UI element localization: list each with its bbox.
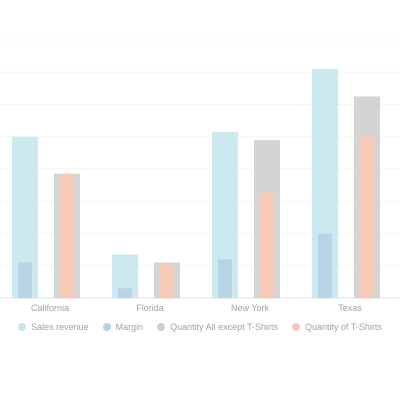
bar-margin[interactable]: [318, 233, 332, 299]
legend-item-sales-revenue[interactable]: Sales revenue: [18, 322, 89, 332]
legend-item-quantity-all-except-tshirts[interactable]: Quantity All except T-Shirts: [157, 322, 278, 332]
x-tick-label: Texas: [338, 303, 362, 313]
legend: Sales revenue Margin Quantity All except…: [0, 322, 400, 332]
bar-margin[interactable]: [118, 288, 132, 298]
x-tick-label: California: [31, 303, 69, 313]
x-tick-label: New York: [231, 303, 270, 313]
bar-quantity-of-tshirts[interactable]: [260, 193, 274, 298]
legend-label: Quantity All except T-Shirts: [170, 322, 279, 332]
x-axis-labels: California Florida New York Texas: [31, 303, 362, 313]
legend-dot-icon: [18, 323, 27, 331]
x-tick-label: Florida: [136, 303, 164, 313]
bar-margin[interactable]: [18, 262, 32, 298]
bar-quantity-of-tshirts[interactable]: [60, 173, 74, 298]
bars: [12, 69, 380, 299]
legend-dot-icon: [157, 323, 166, 331]
bar-margin[interactable]: [218, 259, 232, 298]
legend-label: Sales revenue: [31, 322, 89, 332]
legend-item-quantity-of-tshirts[interactable]: Quantity of T-Shirts: [292, 322, 382, 332]
legend-item-margin[interactable]: Margin: [102, 322, 144, 332]
bar-quantity-of-tshirts[interactable]: [160, 264, 174, 298]
legend-dot-icon: [102, 323, 111, 331]
legend-dot-icon: [292, 323, 301, 331]
legend-label: Margin: [115, 322, 144, 332]
bar-quantity-of-tshirts[interactable]: [360, 136, 374, 298]
legend-label: Quantity of T-Shirts: [305, 322, 382, 332]
